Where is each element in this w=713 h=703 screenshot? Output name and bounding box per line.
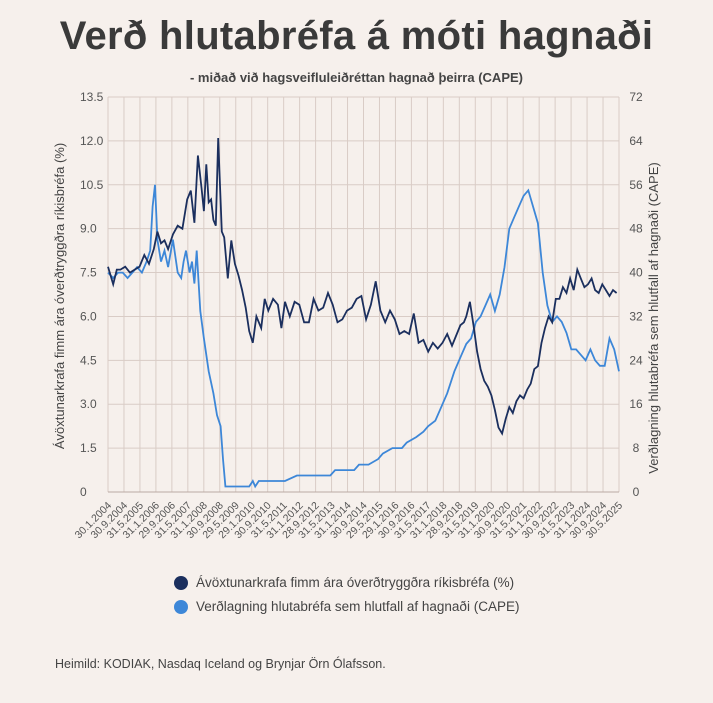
right-tick-label: 8 (633, 441, 640, 455)
legend-marker-cape (174, 599, 188, 614)
left-tick-label: 0 (80, 485, 87, 499)
left-tick-label: 3.0 (80, 397, 97, 411)
right-tick-label: 56 (629, 178, 643, 192)
right-tick-label: 16 (629, 397, 643, 411)
line-chart: 0 1.5 3.0 4.5 6.0 7.5 9.0 10.5 12.0 13.5 0 8 16 24 32… (52, 90, 661, 542)
right-tick-label: 72 (629, 90, 643, 104)
legend-marker-bond-yield (174, 575, 188, 590)
right-tick-label: 24 (629, 353, 643, 367)
right-tick-label: 40 (629, 266, 643, 280)
left-tick-label: 4.5 (80, 353, 97, 367)
legend-label-bond-yield: Ávöxtunarkrafa fimm ára óverðtryggðra rí… (196, 575, 515, 590)
y-axis-label-left: Ávöxtunarkrafa fimm ára óverðtryggðra rí… (52, 143, 67, 449)
left-tick-label: 12.0 (80, 134, 104, 148)
chart-subtitle: - miðað við hagsveifluleiðréttan hagnað … (189, 70, 523, 85)
left-axis-ticks: 0 1.5 3.0 4.5 6.0 7.5 9.0 10.5 12.0 13.5 (80, 90, 104, 499)
left-tick-label: 1.5 (80, 441, 97, 455)
right-axis-ticks: 0 8 16 24 32 40 48 56 64 72 (629, 90, 643, 499)
right-tick-label: 32 (629, 309, 643, 323)
left-tick-label: 6.0 (80, 309, 97, 323)
legend-item-cape: Verðlagning hlutabréfa sem hlutfall af h… (174, 599, 519, 614)
legend-label-cape: Verðlagning hlutabréfa sem hlutfall af h… (196, 599, 520, 614)
right-tick-label: 64 (629, 134, 643, 148)
left-tick-label: 9.0 (80, 222, 97, 236)
series-bond-yield-line (107, 137, 618, 436)
chart-title: Verð hlutabréfa á móti hagnaði (59, 14, 654, 58)
series-cape-line (107, 184, 620, 489)
left-tick-label: 7.5 (80, 266, 97, 280)
right-tick-label: 48 (629, 222, 643, 236)
source-note: Heimild: KODIAK, Nasdaq Iceland og Brynj… (55, 657, 386, 671)
right-tick-label: 0 (633, 485, 640, 499)
left-tick-label: 13.5 (80, 90, 104, 104)
y-axis-label-right: Verðlagning hlutabréfa sem hlutfall af h… (646, 162, 661, 473)
x-axis-ticks: 30.1.200430.9.200431.5.200531.1.200629.9… (73, 500, 626, 542)
left-tick-label: 10.5 (80, 178, 104, 192)
legend-item-bond-yield: Ávöxtunarkrafa fimm ára óverðtryggðra rí… (174, 575, 514, 590)
grid-lines (107, 96, 620, 493)
